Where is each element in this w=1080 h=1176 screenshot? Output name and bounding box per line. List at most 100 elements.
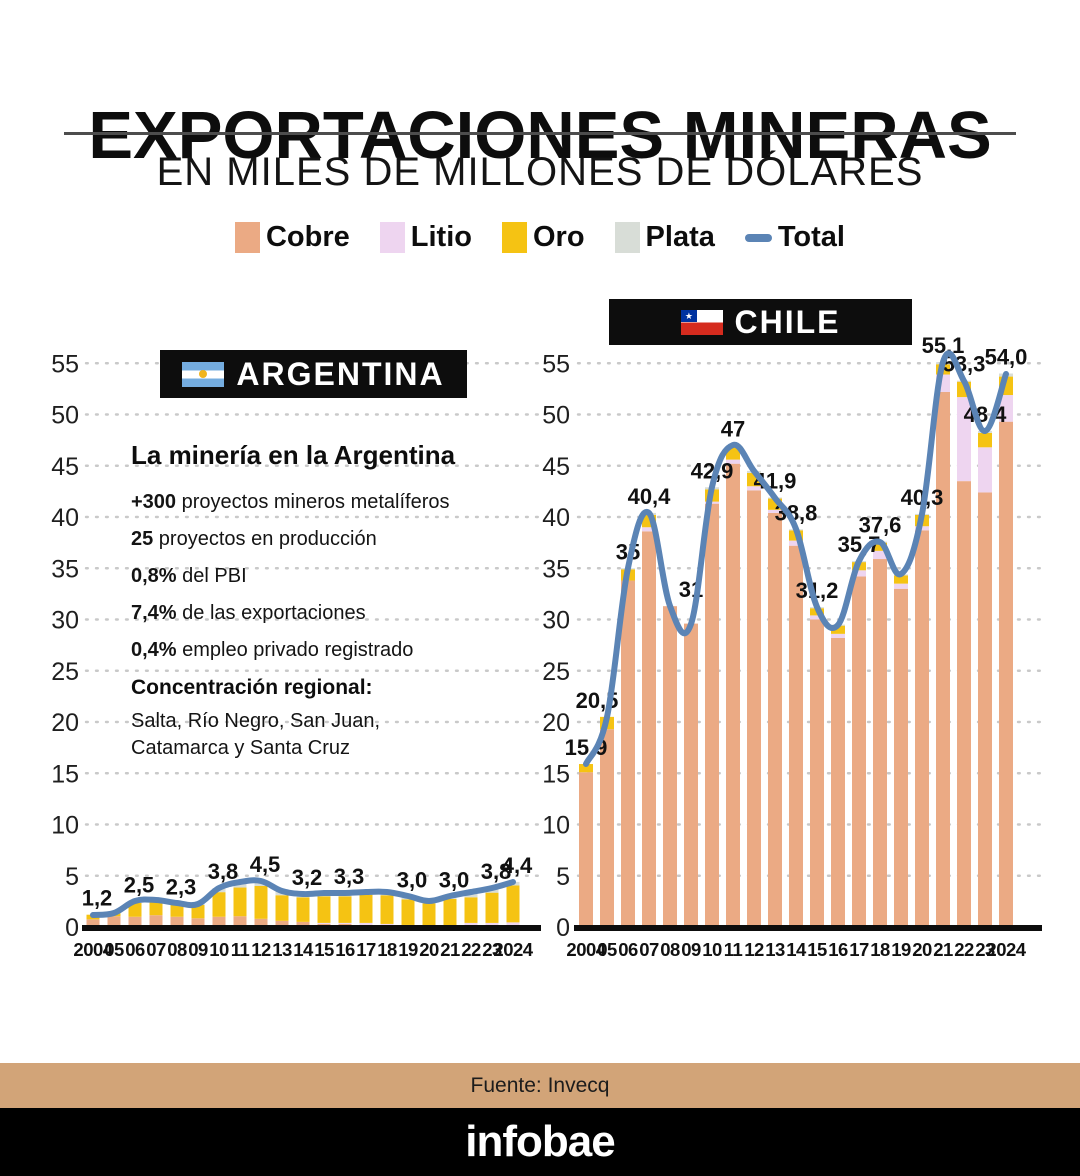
bar-segment-cobre-06 xyxy=(621,580,635,927)
bar-segment-cobre-12 xyxy=(254,918,268,927)
bar-segment-oro-16 xyxy=(338,896,352,923)
legend-label: Cobre xyxy=(265,221,350,253)
y-tick-label: 50 xyxy=(542,402,570,430)
infobae-logo: infobae xyxy=(465,1117,615,1166)
x-tick-label-13: 13 xyxy=(765,939,785,960)
bar-segment-oro-10 xyxy=(212,892,226,917)
legend-swatch-litio xyxy=(379,222,405,253)
bar-segment-litio-18 xyxy=(380,923,394,926)
bar-segment-oro-16 xyxy=(831,625,845,634)
x-tick-label-23: 23 xyxy=(482,939,502,960)
legend-swatch-oro xyxy=(501,222,527,253)
bar-segment-oro-23 xyxy=(485,892,499,923)
bar-segment-litio-17 xyxy=(852,570,866,577)
x-tick-label-2024: 2024 xyxy=(493,939,533,960)
bar-segment-oro-22 xyxy=(464,897,478,923)
bar-segment-cobre-10 xyxy=(705,503,719,927)
bar-segment-oro-07 xyxy=(149,901,163,916)
data-label-19: 3,0 xyxy=(397,867,428,892)
data-label-2024: 54,0 xyxy=(985,345,1028,370)
y-tick-label: 10 xyxy=(542,812,570,840)
legend: Cobre Litio Oro Plata Total xyxy=(0,221,1080,254)
bar-segment-cobre-10 xyxy=(212,916,226,927)
bar-segment-cobre-08 xyxy=(170,916,184,927)
bar-segment-cobre-05 xyxy=(600,729,614,927)
x-tick-label-18: 18 xyxy=(377,939,397,960)
bar-segment-cobre-07 xyxy=(149,915,163,927)
data-label-12: 4,5 xyxy=(250,852,281,877)
y-tick-label: 25 xyxy=(51,658,79,686)
x-tick-label-15: 15 xyxy=(807,939,827,960)
stat-item: 7,4% de las exportaciones xyxy=(131,602,366,624)
x-tick-label-17: 17 xyxy=(356,939,376,960)
bar-segment-cobre-11 xyxy=(233,916,247,927)
x-tick-label-14: 14 xyxy=(293,939,314,960)
bar-segment-oro-2024 xyxy=(506,885,520,923)
bar-segment-cobre-09 xyxy=(191,918,205,927)
bar-segment-oro-18 xyxy=(873,542,887,551)
x-tick-label-10: 10 xyxy=(209,939,229,960)
chile-flag-icon: ★ xyxy=(680,309,723,335)
bar-segment-oro-21 xyxy=(443,898,457,926)
y-tick-label: 35 xyxy=(51,555,79,583)
legend-label: Oro xyxy=(532,221,585,253)
bar-segment-litio-23 xyxy=(978,447,992,493)
x-tick-label-2004: 2004 xyxy=(73,939,113,960)
chile-flag-star: ★ xyxy=(680,309,698,322)
x-tick-label-20: 20 xyxy=(419,939,439,960)
stat-item: 25 proyectos en producción xyxy=(131,528,377,550)
bar-segment-litio-12 xyxy=(747,486,761,491)
x-tick-label-06: 06 xyxy=(125,939,145,960)
x-tick-label-13: 13 xyxy=(272,939,292,960)
bar-segment-cobre-2024 xyxy=(999,421,1013,927)
bar-segment-cobre-2004 xyxy=(86,919,100,927)
bar-segment-litio-15 xyxy=(810,615,824,620)
bar-segment-litio-15 xyxy=(317,922,331,924)
bar-segment-litio-22 xyxy=(957,397,971,482)
y-tick-label: 10 xyxy=(51,812,79,840)
legend-swatch-cobre xyxy=(234,222,260,253)
bar-segment-litio-13 xyxy=(768,509,782,513)
legend-swatch-total xyxy=(744,233,772,242)
data-label-2004: 1,2 xyxy=(82,886,113,911)
x-tick-label-2024: 2024 xyxy=(986,939,1026,960)
bar-segment-litio-16 xyxy=(338,922,352,924)
bar-segment-oro-23 xyxy=(978,432,992,448)
x-tick-label-07: 07 xyxy=(639,939,659,960)
x-tick-label-22: 22 xyxy=(461,939,481,960)
x-tick-label-11: 11 xyxy=(231,939,250,960)
total-line xyxy=(90,877,516,918)
bar-segment-litio-23 xyxy=(485,922,499,927)
argentina-stats-block: La minería en la Argentina +300 proyecto… xyxy=(131,440,501,762)
x-tick-label-21: 21 xyxy=(440,939,460,960)
x-tick-label-21: 21 xyxy=(933,939,953,960)
bar-segment-oro-17 xyxy=(359,894,373,923)
legend-item-cobre: Cobre xyxy=(234,221,350,254)
bar-segment-cobre-16 xyxy=(831,637,845,927)
argentina-banner-label: ARGENTINA xyxy=(236,355,445,392)
legend-item-oro: Oro xyxy=(501,221,585,254)
bar-segment-oro-18 xyxy=(380,895,394,924)
legend-label: Litio xyxy=(410,221,472,253)
data-label-08: 2,3 xyxy=(166,874,197,899)
bar-segment-oro-15 xyxy=(317,896,331,923)
data-label-21: 55,1 xyxy=(922,333,965,358)
x-tick-label-16: 16 xyxy=(335,939,355,960)
bar-segment-cobre-13 xyxy=(275,920,289,927)
chile-banner: ★ CHILE xyxy=(609,299,912,345)
bar-segment-litio-2024 xyxy=(999,395,1013,422)
x-tick-label-05: 05 xyxy=(597,939,617,960)
legend-item-plata: Plata xyxy=(614,221,715,254)
bar-segment-cobre-11 xyxy=(726,463,740,927)
x-tick-label-05: 05 xyxy=(104,939,124,960)
bar-segment-cobre-18 xyxy=(873,559,887,927)
x-tick-label-11: 11 xyxy=(724,939,743,960)
bar-segment-cobre-15 xyxy=(810,619,824,927)
bar-segment-litio-17 xyxy=(359,922,373,925)
data-label-06: 2,5 xyxy=(124,872,155,897)
page-title: EXPORTACIONES MINERAS xyxy=(88,97,992,173)
y-tick-label: 25 xyxy=(542,658,570,686)
bar-segment-cobre-12 xyxy=(747,490,761,927)
brand-band: infobae xyxy=(0,1108,1080,1176)
argentina-flag-sun xyxy=(199,370,208,378)
